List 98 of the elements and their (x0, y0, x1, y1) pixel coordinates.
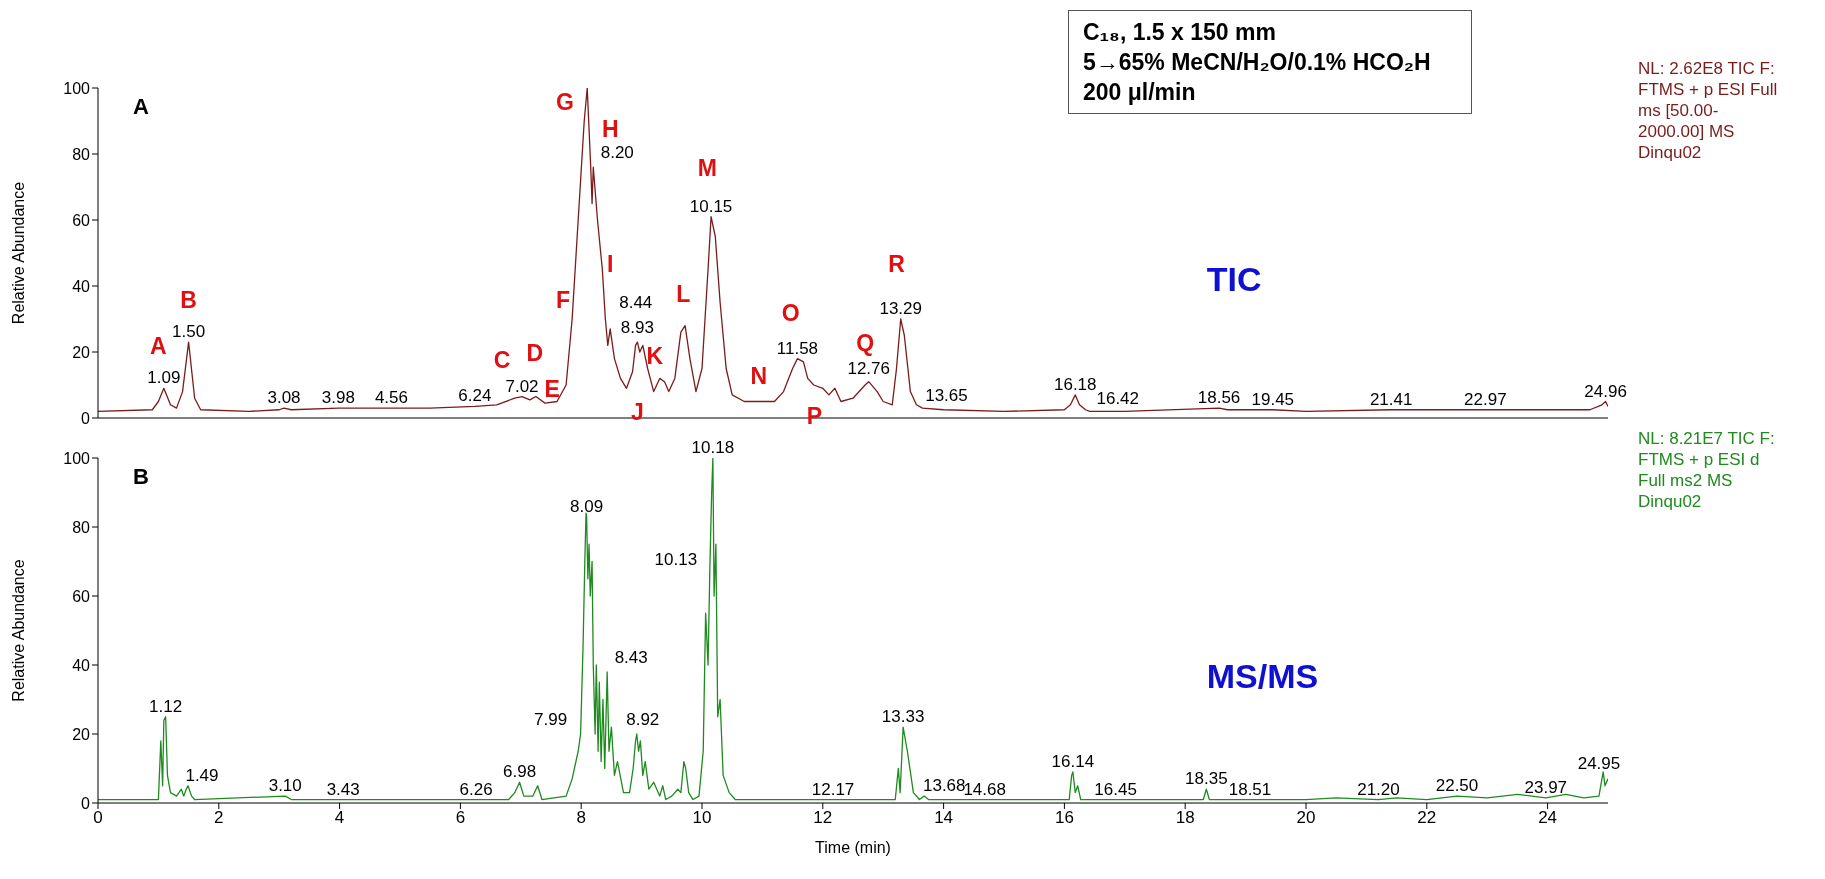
text: 5→65% MeCN/H₂O/0.1% HCO₂H (1083, 49, 1431, 75)
x-tick-label: 6 (455, 808, 466, 828)
annotation: 4.56 (374, 388, 408, 408)
annotation: 21.20 (1357, 779, 1400, 799)
y-tick-label: 60 (72, 211, 91, 229)
annotation: 1.50 (172, 322, 206, 342)
annotation: 13.29 (879, 299, 922, 318)
annotation: 10.15 (689, 196, 733, 216)
annotation: M (697, 155, 718, 182)
annotation: R (888, 250, 906, 277)
y-tick-label: 40 (72, 656, 91, 674)
annotation: 11.58 (776, 338, 819, 358)
annotation: 7.99 (534, 710, 568, 729)
y-tick-label: 60 (72, 587, 91, 605)
annotation: 16.45 (1094, 779, 1137, 799)
annotation: 8.92 (626, 710, 660, 729)
annotation: 8.09 (570, 496, 604, 516)
annotation: 8.44 (619, 293, 653, 313)
text: NL: 8.21E7 TIC F: FTMS + p ESI d Full ms2 MS Dinqu02 (1638, 429, 1775, 511)
x-tick-label: 8 (576, 808, 586, 828)
annotation: 3.43 (326, 779, 360, 799)
annotation: 10.13 (654, 550, 698, 570)
annotation: 16.18 (1054, 374, 1097, 394)
annotation: 12.17 (811, 779, 855, 799)
x-tick-label: 16 (1054, 808, 1074, 828)
annotation: N (750, 363, 768, 390)
y-tick-label: 20 (72, 343, 91, 361)
annotation: 18.35 (1185, 769, 1228, 789)
text: C₁₈, 1.5 x 150 mm (1083, 19, 1276, 45)
y-tick-label: 20 (72, 725, 91, 743)
annotation: I (607, 250, 614, 277)
x-tick-label: 18 (1175, 808, 1195, 828)
annotation: G (555, 89, 574, 116)
y-tick-label: 100 (63, 79, 91, 97)
annotation: C (493, 346, 511, 373)
annotation: F (556, 287, 571, 314)
x-tick-label: 2 (214, 808, 224, 828)
x-tick-label: 24 (1538, 808, 1558, 828)
annotation: D (526, 340, 543, 366)
x-tick-label: 4 (334, 808, 345, 828)
annotation: E (544, 376, 560, 403)
annotation: 23.97 (1524, 777, 1568, 797)
annotation: 19.45 (1251, 389, 1295, 409)
x-tick-label: 14 (934, 808, 954, 828)
annotation: 1.49 (185, 765, 219, 785)
annotation: 6.26 (459, 779, 493, 799)
annotation: 18.51 (1228, 779, 1272, 799)
annotation: TIC (1206, 260, 1262, 298)
annotation: 3.98 (321, 388, 355, 408)
annotation: 6.98 (503, 762, 537, 782)
annotation: 13.65 (925, 386, 968, 406)
y-tick-label: 0 (81, 794, 91, 812)
annotation: MS/MS (1206, 656, 1319, 695)
annotation: 3.08 (267, 388, 301, 408)
annotation: O (781, 300, 800, 327)
annotation: 8.20 (600, 143, 634, 163)
annotation: 24.96 (1584, 381, 1627, 401)
annotation: 18.56 (1197, 388, 1241, 408)
annotation: H (601, 115, 619, 142)
annotation: 3.10 (268, 776, 302, 796)
annotation: K (646, 343, 664, 370)
annotation: 200 μl/min (1083, 79, 1196, 105)
annotation: 12.76 (847, 358, 890, 378)
annotation: 22.50 (1435, 776, 1479, 796)
annotation: 8.93 (620, 318, 654, 338)
annotation: B (180, 287, 197, 314)
x-axis-title: Time (min) (815, 839, 891, 856)
annotation: 22.97 (1464, 389, 1507, 409)
annotation: 7.02 (505, 376, 539, 396)
annotation: 24.95 (1577, 753, 1621, 773)
y-tick-label: 80 (72, 145, 91, 163)
x-tick-label: 20 (1296, 808, 1316, 828)
y-tick-label: 40 (72, 277, 91, 295)
annotation: 16.42 (1096, 389, 1140, 409)
annotation: 16.14 (1051, 751, 1095, 771)
y-axis-title: Relative Abundance (9, 181, 27, 325)
y-axis-title: Relative Abundance (9, 559, 27, 702)
annotation: Q (856, 330, 875, 357)
annotation: J (630, 399, 644, 426)
annotation: A (150, 333, 167, 360)
annotation: 1.09 (147, 368, 181, 388)
annotation: 1.12 (149, 696, 183, 716)
annotation: P (806, 402, 823, 429)
chart-title: B (133, 464, 149, 490)
annotation: 8.43 (614, 647, 648, 667)
x-tick-label: 10 (692, 808, 712, 828)
chart-title: A (133, 94, 149, 120)
x-tick-label: 22 (1417, 808, 1437, 828)
annotation: L (676, 280, 691, 307)
y-tick-label: 0 (81, 409, 91, 427)
x-tick-label: 12 (813, 808, 833, 828)
annotation: 10.18 (691, 438, 735, 457)
y-tick-label: 100 (63, 449, 91, 467)
annotation: 6.24 (458, 386, 492, 406)
text: NL: 2.62E8 TIC F: FTMS + p ESI Full ms [50.00- 2000.00] MS Dinqu02 (1638, 59, 1778, 162)
annotation: 13.33 (881, 707, 925, 727)
y-tick-label: 80 (72, 518, 91, 536)
annotation: 21.41 (1369, 389, 1413, 409)
